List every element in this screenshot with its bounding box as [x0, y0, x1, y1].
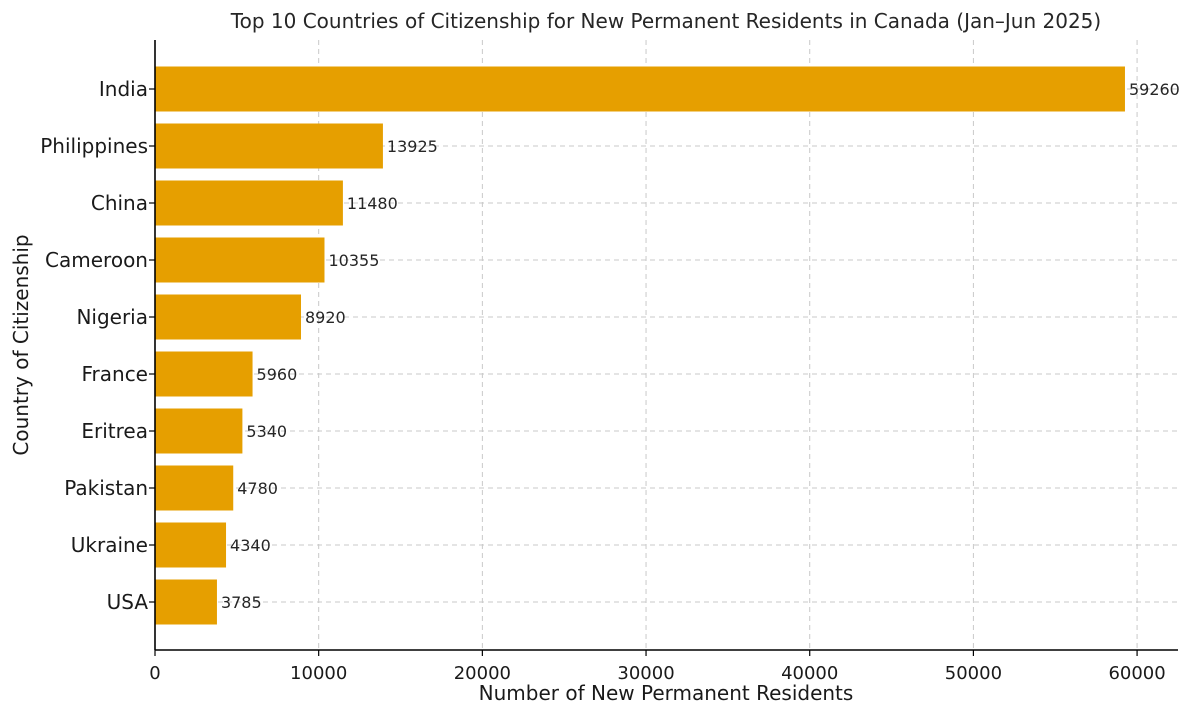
- x-tick-label: 40000: [781, 663, 838, 684]
- bar-pakistan: [155, 465, 234, 511]
- chart-title: Top 10 Countries of Citizenship for New …: [230, 9, 1101, 33]
- y-tick-label: Ukraine: [71, 533, 148, 557]
- data-label: 10355: [328, 251, 379, 270]
- data-label: 5960: [257, 365, 298, 384]
- x-tick-label: 10000: [290, 663, 347, 684]
- bars-layer: [155, 66, 1125, 625]
- x-tick-label: 50000: [945, 663, 1002, 684]
- y-tick-label: Pakistan: [64, 476, 148, 500]
- bar-philippines: [155, 123, 383, 169]
- x-axis-label: Number of New Permanent Residents: [479, 681, 854, 705]
- data-label: 11480: [347, 194, 398, 213]
- bar-nigeria: [155, 294, 302, 340]
- bar-eritrea: [155, 408, 243, 454]
- y-tick-label: Nigeria: [76, 305, 148, 329]
- data-label: 8920: [305, 308, 346, 327]
- y-axis-label: Country of Citizenship: [9, 234, 33, 455]
- data-label: 5340: [246, 422, 287, 441]
- y-tick-label: Cameroon: [45, 248, 148, 272]
- bar-india: [155, 66, 1125, 112]
- data-label: 13925: [387, 137, 438, 156]
- bar-france: [155, 351, 253, 397]
- bar-usa: [155, 579, 217, 625]
- data-label: 4780: [237, 479, 278, 498]
- x-tick-label: 60000: [1108, 663, 1165, 684]
- bar-ukraine: [155, 522, 227, 568]
- data-label: 4340: [230, 536, 271, 555]
- y-tick-label: USA: [107, 590, 149, 614]
- x-tick-label: 30000: [617, 663, 674, 684]
- x-tick-label: 0: [149, 663, 160, 684]
- bar-cameroon: [155, 237, 325, 283]
- bar-china: [155, 180, 343, 226]
- y-tick-label: Eritrea: [81, 419, 148, 443]
- axes-layer: [149, 40, 1178, 656]
- x-tick-label: 20000: [454, 663, 511, 684]
- labels-layer: 0 10000 20000 30000 40000 50000 60000 India 5926…: [40, 77, 1180, 684]
- data-label: 59260: [1129, 80, 1180, 99]
- y-tick-label: Philippines: [40, 134, 148, 158]
- y-tick-label: India: [99, 77, 148, 101]
- y-tick-label: China: [91, 191, 148, 215]
- y-tick-label: France: [81, 362, 148, 386]
- data-label: 3785: [221, 593, 262, 612]
